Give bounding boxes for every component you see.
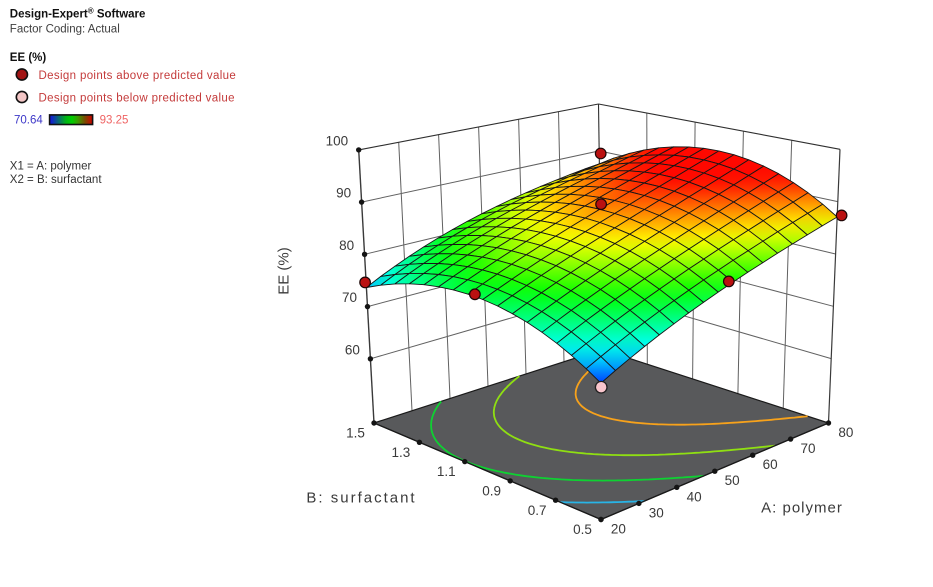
svg-text:A: polymer: A: polymer: [761, 500, 843, 517]
svg-text:Design-Expert® Software: Design-Expert® Software: [10, 6, 146, 20]
svg-text:60: 60: [345, 342, 360, 357]
svg-text:70: 70: [342, 290, 357, 305]
svg-text:70: 70: [800, 441, 815, 456]
svg-text:1.1: 1.1: [437, 464, 456, 479]
svg-text:1.5: 1.5: [346, 426, 365, 441]
svg-text:0.5: 0.5: [573, 522, 592, 537]
svg-text:40: 40: [687, 489, 702, 504]
svg-text:Design points below predicted: Design points below predicted value: [39, 93, 235, 105]
svg-text:Factor Coding: Actual: Factor Coding: Actual: [10, 23, 120, 35]
svg-text:0.7: 0.7: [528, 503, 547, 518]
svg-text:B: surfactant: B: surfactant: [306, 490, 416, 507]
svg-text:70.64: 70.64: [14, 115, 43, 127]
svg-text:50: 50: [725, 473, 740, 488]
svg-text:60: 60: [763, 457, 778, 472]
svg-text:X1 = A: polymer: X1 = A: polymer: [10, 161, 92, 173]
svg-text:0.9: 0.9: [482, 484, 501, 499]
svg-text:1.3: 1.3: [392, 445, 411, 460]
svg-text:EE (%): EE (%): [276, 247, 293, 295]
svg-text:EE (%): EE (%): [10, 52, 47, 64]
svg-text:90: 90: [336, 186, 351, 201]
svg-text:80: 80: [339, 238, 354, 253]
svg-text:93.25: 93.25: [100, 115, 129, 127]
svg-text:Design points above predicted: Design points above predicted value: [39, 70, 237, 82]
svg-text:X2 = B: surfactant: X2 = B: surfactant: [10, 174, 103, 186]
svg-text:20: 20: [611, 522, 626, 537]
svg-text:100: 100: [326, 134, 349, 149]
svg-text:30: 30: [649, 505, 664, 520]
svg-text:80: 80: [838, 425, 853, 440]
